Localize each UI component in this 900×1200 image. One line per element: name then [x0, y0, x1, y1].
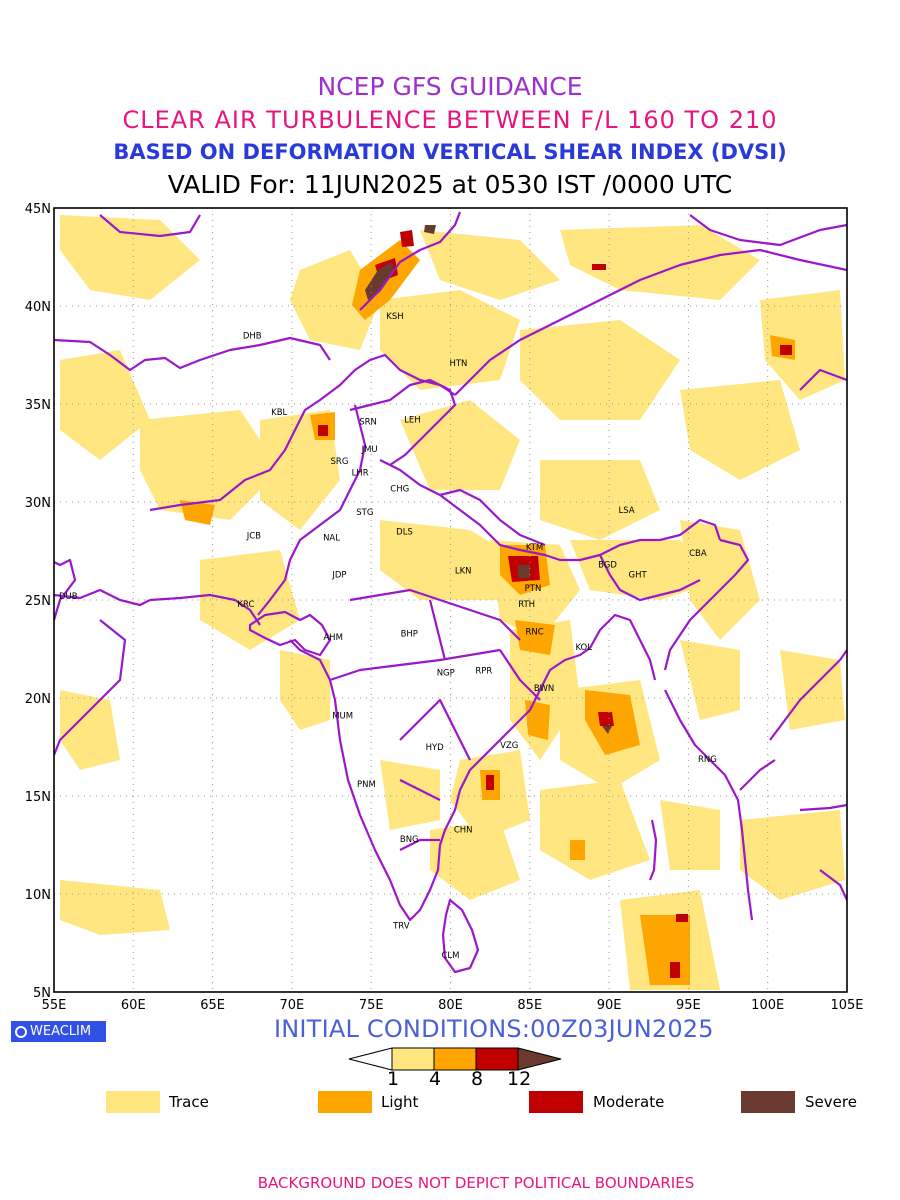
station-label: RNC [525, 627, 543, 637]
station-label: PTN [525, 584, 542, 594]
latitude-label: 40N [25, 300, 51, 315]
longitude-label: 85E [517, 998, 542, 1013]
longitude-label: 100E [751, 998, 784, 1013]
station-label: LHR [352, 469, 369, 479]
station-label: DUB [59, 592, 78, 602]
longitude-label: 90E [597, 998, 622, 1013]
colorbar-under-arrow [348, 1047, 393, 1071]
longitude-label: 70E [280, 998, 305, 1013]
map-frame [53, 207, 848, 993]
station-label: NGP [437, 669, 455, 679]
initial-conditions: INITIAL CONDITIONS:00Z03JUN2025 [274, 1015, 714, 1043]
legend-label-trace: Trace [169, 1093, 209, 1111]
station-label: AHM [323, 633, 343, 643]
latitude-label: 5N [33, 986, 51, 1001]
latitude-label: 45N [25, 202, 51, 217]
colorbar-tick: 1 [387, 1068, 400, 1090]
longitude-label: 105E [830, 998, 863, 1013]
station-label: KOL [575, 643, 592, 653]
longitude-label: 80E [438, 998, 463, 1013]
station-label: DHB [243, 331, 262, 341]
station-label: KTM [526, 543, 543, 553]
station-label: GHT [629, 571, 648, 581]
station-label: KRC [237, 600, 254, 610]
station-label: RPR [475, 667, 492, 677]
title-product: CLEAR AIR TURBULENCE BETWEEN F/L 160 TO … [122, 106, 778, 134]
station-label: CBA [689, 549, 707, 559]
title-model: NCEP GFS GUIDANCE [317, 72, 583, 101]
legend-label-moderate: Moderate [593, 1093, 665, 1111]
latitude-label: 25N [25, 594, 51, 609]
station-label: JCB [246, 531, 261, 541]
station-label: BNG [400, 835, 419, 845]
station-label: SRG [331, 457, 349, 467]
colorbar-segment [391, 1047, 435, 1071]
legend-swatch-moderate [529, 1091, 583, 1113]
station-label: HTN [449, 359, 467, 369]
latitude-label: 20N [25, 692, 51, 707]
latitude-labels: 45N 40N 35N 30N 25N 20N 15N 10N 5N [25, 202, 51, 1001]
station-label: TRV [392, 921, 410, 931]
longitude-labels: 55E 60E 65E 70E 75E 80E 85E 90E 95E 100E 105E [42, 998, 864, 1013]
station-label: HYD [426, 743, 445, 753]
longitude-label: 75E [359, 998, 384, 1013]
station-label: CHN [454, 825, 473, 835]
station-label: LEH [404, 416, 421, 426]
station-label: KSH [386, 312, 403, 322]
station-label: RNG [698, 755, 717, 765]
station-label: KBL [271, 408, 287, 418]
station-label: STG [356, 508, 373, 518]
colorbar-tick: 8 [471, 1068, 484, 1090]
footer-disclaimer: BACKGROUND DOES NOT DEPICT POLITICAL BOU… [257, 1174, 695, 1192]
boundary-lines [54, 211, 847, 974]
station-label: CLM [441, 951, 459, 961]
longitude-label: 65E [200, 998, 225, 1013]
station-label: DLS [396, 527, 413, 537]
station-label: BHP [401, 629, 418, 639]
colorbar-segment [475, 1047, 519, 1071]
station-label: PNM [357, 780, 376, 790]
longitude-label: 55E [42, 998, 67, 1013]
title-valid-time: VALID For: 11JUN2025 at 0530 IST /0000 U… [167, 170, 733, 199]
title-index: BASED ON DEFORMATION VERTICAL SHEAR INDE… [113, 140, 787, 164]
station-label: SRN [359, 418, 377, 428]
latitude-label: 15N [25, 790, 51, 805]
turbulence-shading [60, 215, 845, 990]
legend-swatch-light [318, 1091, 372, 1113]
colorbar-tick: 12 [507, 1068, 532, 1090]
station-label: VZG [500, 741, 518, 751]
station-label: LSA [618, 506, 634, 516]
station-label: JDP [331, 571, 346, 581]
longitude-label: 95E [676, 998, 701, 1013]
weaclim-logo: WEACLIM [11, 1021, 106, 1042]
colorbar [348, 1047, 562, 1071]
station-label: BGD [598, 561, 617, 571]
station-label: CHG [390, 484, 409, 494]
colorbar-tick: 4 [429, 1068, 442, 1090]
legend-swatch-severe [741, 1091, 795, 1113]
legend-swatch-trace [106, 1091, 160, 1113]
station-label: RTH [518, 600, 535, 610]
latitude-label: 35N [25, 398, 51, 413]
longitude-label: 60E [121, 998, 146, 1013]
station-label: JMU [361, 445, 378, 455]
legend-label-light: Light [381, 1093, 419, 1111]
globe-icon [15, 1026, 27, 1038]
legend-label-severe: Severe [805, 1093, 857, 1111]
latitude-label: 10N [25, 888, 51, 903]
station-label: LKN [455, 567, 472, 577]
colorbar-segment [433, 1047, 477, 1071]
colorbar-over-arrow [517, 1047, 562, 1071]
station-label: MUM [332, 712, 353, 722]
logo-text: WEACLIM [30, 1024, 92, 1039]
station-label: BWN [534, 684, 554, 694]
station-label: NAL [323, 533, 340, 543]
latitude-label: 30N [25, 496, 51, 511]
